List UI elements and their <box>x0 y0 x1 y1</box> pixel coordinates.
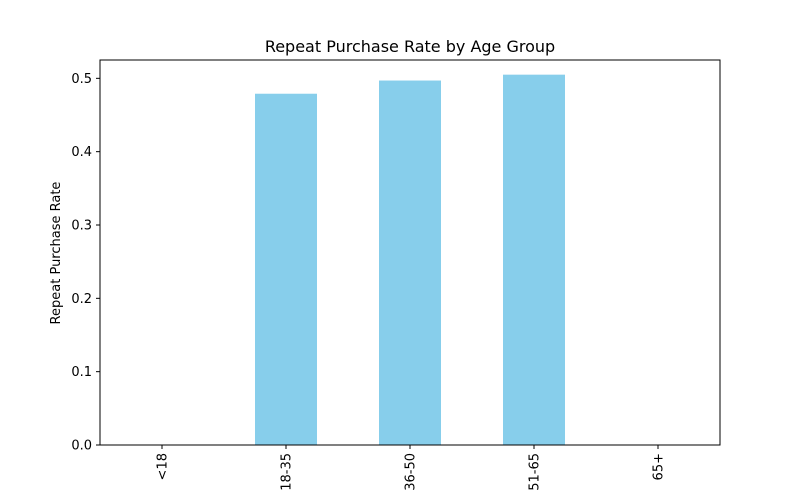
x-tick-label-1: 18-35 <box>280 453 295 491</box>
y-tick-label-5: 0.5 <box>71 72 92 87</box>
bar-1 <box>255 93 317 445</box>
chart-title: Repeat Purchase Rate by Age Group <box>265 37 555 56</box>
x-tick-label-0: <18 <box>156 453 171 480</box>
y-tick-label-0: 0.0 <box>71 439 92 454</box>
y-tick-label-1: 0.1 <box>71 365 92 380</box>
bar-2 <box>379 80 441 445</box>
y-axis-label: Repeat Purchase Rate <box>49 182 64 325</box>
x-tick-label-4: 65+ <box>652 453 667 480</box>
x-tick-label-2: 36-50 <box>404 453 419 491</box>
bars-layer <box>255 74 565 446</box>
x-tick-label-3: 51-65 <box>528 453 543 491</box>
bar-3 <box>503 74 565 446</box>
x-axis-ticks: <18 18-35 36-50 51-65 65+ <box>156 445 667 491</box>
y-tick-label-4: 0.4 <box>71 145 92 160</box>
y-axis-ticks: 0.0 0.1 0.2 0.3 0.4 0.5 <box>71 72 100 454</box>
y-tick-label-2: 0.2 <box>71 292 92 307</box>
plot-frame <box>99 59 721 446</box>
y-tick-label-3: 0.3 <box>71 219 92 234</box>
